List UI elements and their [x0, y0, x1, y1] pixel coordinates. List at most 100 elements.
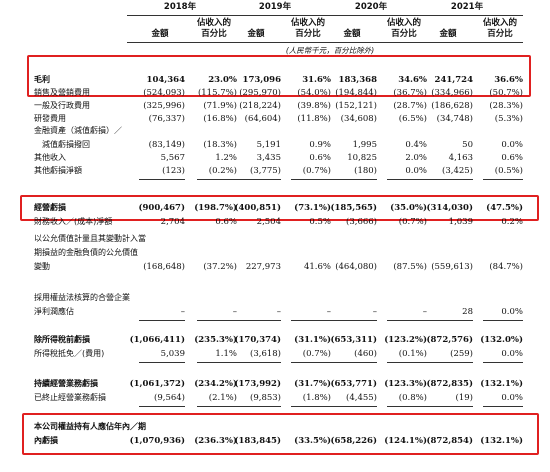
cell-value: (3,666)	[346, 217, 377, 227]
cell-value: 3,435	[256, 153, 281, 163]
row-label: 研發費用	[34, 114, 66, 123]
cell-value: (170,374)	[234, 335, 282, 345]
header-rule	[127, 15, 237, 16]
cell-value: (653,311)	[330, 335, 378, 345]
header-rule	[223, 15, 331, 16]
percent-header: 佔收入的 百分比	[290, 18, 325, 39]
cell-value: (872,854)	[426, 436, 474, 446]
cell-value: (132.0%)	[480, 335, 523, 345]
total-rule	[235, 320, 281, 321]
cell-value: (6.5%)	[398, 114, 427, 124]
cell-value: 0.0%	[501, 140, 523, 150]
row-label: 除所得稅前虧損	[34, 335, 90, 344]
header-rule	[319, 42, 427, 43]
total-rule	[139, 362, 185, 363]
cell-value: 0.6%	[309, 153, 331, 163]
cell-value: 4,163	[448, 153, 473, 163]
cell-value: –	[326, 307, 331, 317]
cell-value: 0.9%	[309, 140, 331, 150]
cell-value: (1,066,411)	[129, 335, 185, 345]
cell-value: 50	[462, 140, 473, 150]
row-label: 本公司權益持有人應佔年內／期 內虧損	[34, 422, 146, 445]
cell-value: –	[232, 307, 237, 317]
cell-value: 0.0%	[501, 349, 523, 359]
percent-header: 佔收入的 百分比	[386, 18, 421, 39]
cell-value: 28	[462, 307, 473, 317]
cell-value: (83,149)	[148, 140, 185, 150]
row-label: 毛利	[34, 75, 50, 84]
total-rule	[291, 406, 331, 407]
cell-value: 23.0%	[208, 75, 237, 85]
cell-value: 10,825	[347, 153, 377, 163]
unit-note: (人民幣千元，百分比除外)	[285, 46, 375, 55]
total-rule	[291, 320, 331, 321]
cell-value: (73.1%)	[294, 203, 331, 213]
cell-value: 34.6%	[398, 75, 427, 85]
cell-value: (173,992)	[234, 379, 282, 389]
total-rule	[387, 406, 427, 407]
cell-value: (3,775)	[250, 166, 281, 176]
total-rule	[139, 406, 185, 407]
row-label: 一般及行政費用	[34, 101, 90, 110]
cell-value: 0.2%	[501, 217, 523, 227]
cell-value: (0.1%)	[398, 349, 427, 359]
cell-value: (234.2%)	[194, 379, 237, 389]
percent-header: 佔收入的 百分比	[482, 18, 517, 39]
cell-value: 0.0%	[501, 393, 523, 403]
total-rule	[197, 320, 237, 321]
cell-value: (194,844)	[335, 88, 377, 98]
cell-value: (900,467)	[138, 203, 186, 213]
cell-value: (0.7%)	[398, 217, 427, 227]
total-rule	[235, 406, 281, 407]
cell-value: (31.1%)	[294, 335, 331, 345]
cell-value: (400,851)	[234, 203, 282, 213]
cell-value: (35.0%)	[390, 203, 427, 213]
cell-value: (123.3%)	[384, 379, 427, 389]
cell-value: 5,191	[256, 140, 281, 150]
cell-value: 36.6%	[494, 75, 523, 85]
cell-value: (1,070,936)	[129, 436, 185, 446]
total-rule	[291, 179, 331, 180]
amount-header: 金額	[247, 29, 265, 39]
cell-value: (47.5%)	[486, 203, 523, 213]
cell-value: (3,425)	[442, 166, 473, 176]
cell-value: 41.6%	[303, 262, 331, 272]
cell-value: (28.7%)	[393, 101, 427, 111]
amount-header: 金額	[439, 29, 457, 39]
total-rule	[139, 179, 185, 180]
cell-value: –	[180, 307, 185, 317]
cell-value: (76,337)	[148, 114, 185, 124]
total-rule	[427, 362, 473, 363]
cell-value: 104,364	[146, 75, 185, 85]
cell-value: (1.8%)	[302, 393, 331, 403]
row-label: 所得稅抵免／(費用)	[34, 349, 105, 358]
row-label: 金融資產（減值虧損）／ 減值虧損撥回	[34, 126, 122, 149]
header-rule	[319, 15, 427, 16]
cell-value: (115.7%)	[197, 88, 237, 98]
cell-value: (19)	[455, 393, 473, 403]
cell-value: (872,835)	[426, 379, 474, 389]
cell-value: (71.9%)	[203, 101, 237, 111]
highlight-box	[20, 195, 539, 221]
cell-value: (236.3%)	[194, 436, 237, 446]
cell-value: (183,845)	[234, 436, 282, 446]
cell-value: –	[422, 307, 427, 317]
cell-value: (559,613)	[431, 262, 473, 272]
cell-value: (152,121)	[335, 101, 377, 111]
total-rule	[197, 179, 237, 180]
cell-value: (259)	[450, 349, 473, 359]
cell-value: (1,061,372)	[129, 379, 185, 389]
cell-value: (124.1%)	[384, 436, 427, 446]
highlight-box	[27, 55, 531, 97]
header-rule	[415, 42, 523, 43]
total-rule	[427, 320, 473, 321]
percent-header: 佔收入的 百分比	[196, 18, 231, 39]
total-rule	[387, 320, 427, 321]
highlight-box	[22, 413, 539, 455]
total-rule	[427, 406, 473, 407]
cell-value: (0.8%)	[398, 393, 427, 403]
row-label: 銷售及營銷費用	[34, 88, 90, 97]
total-rule	[235, 179, 281, 180]
cell-value: (123.2%)	[384, 335, 427, 345]
cell-value: (5.3%)	[494, 114, 523, 124]
